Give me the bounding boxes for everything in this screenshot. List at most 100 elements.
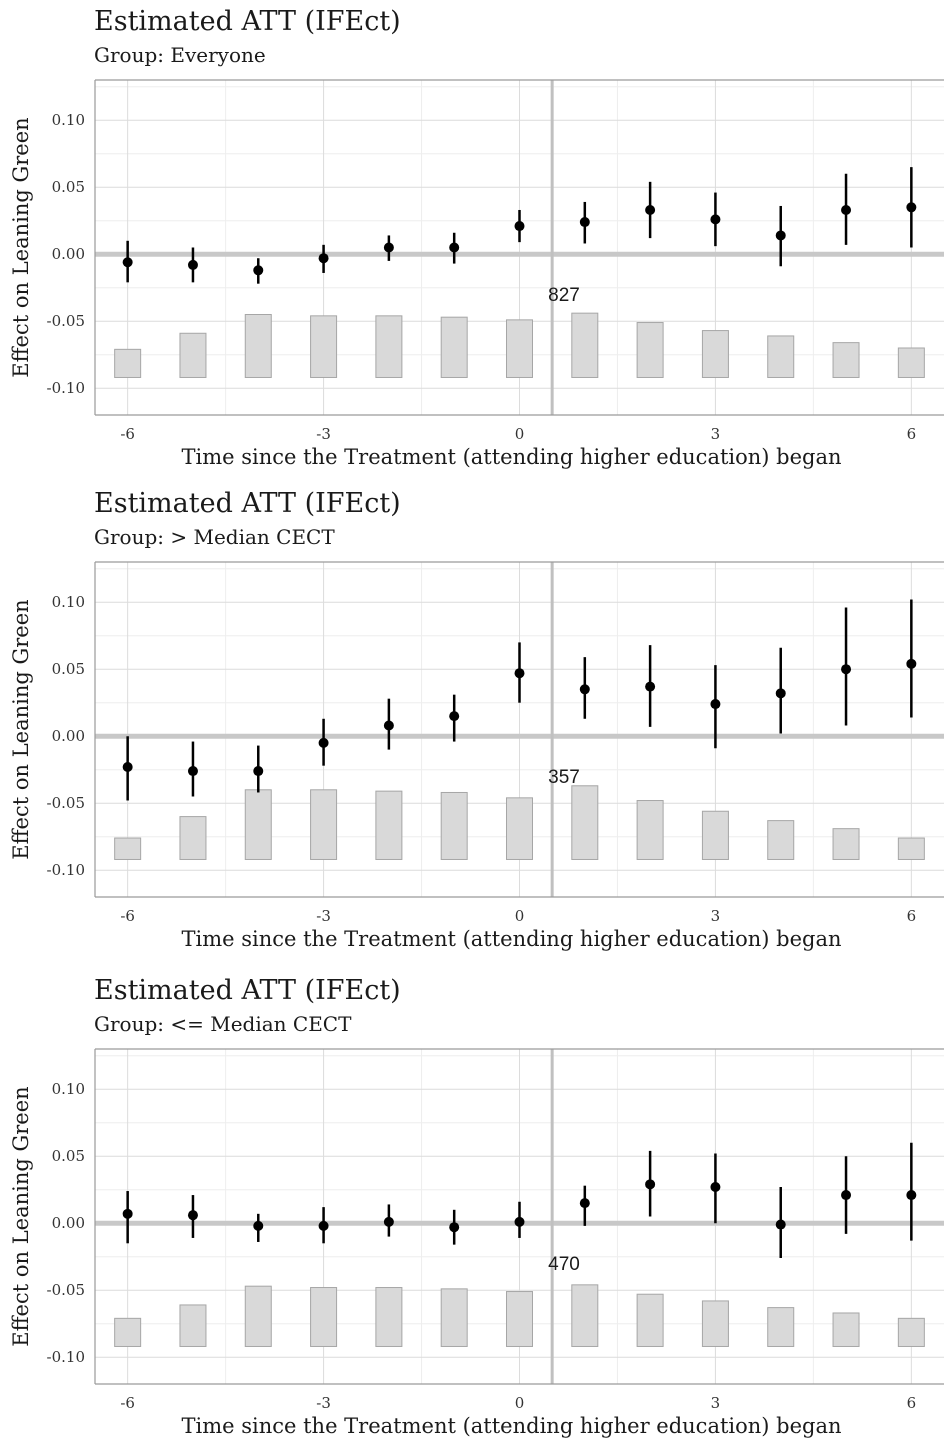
count-bar: [832, 342, 860, 378]
y-tick-label: 0.00: [52, 245, 85, 263]
point-estimate: [187, 1210, 198, 1221]
x-tick-label: 6: [907, 907, 917, 925]
count-bar: [832, 828, 860, 860]
chart-subtitle: Group: > Median CECT: [94, 525, 335, 549]
point-estimate: [645, 681, 656, 692]
point-estimate: [645, 1179, 656, 1190]
treated-count-label: 827: [548, 285, 580, 306]
treated-count-label: 470: [548, 1254, 580, 1275]
point-estimate: [710, 214, 721, 225]
count-bar: [506, 797, 533, 860]
count-bar: [767, 335, 795, 378]
count-bar: [440, 316, 468, 378]
point-estimate: [449, 242, 460, 253]
y-tick-label: -0.05: [47, 794, 85, 812]
x-tick-label: 0: [515, 1394, 525, 1412]
x-tick-label: 6: [907, 425, 917, 443]
y-tick-label: 0.00: [52, 727, 85, 745]
point-estimate: [122, 762, 133, 773]
count-bar: [701, 330, 729, 378]
point-estimate: [318, 253, 329, 264]
point-estimate: [383, 242, 394, 253]
y-tick-label: -0.10: [47, 1348, 85, 1366]
point-estimate: [775, 688, 786, 699]
point-estimate: [449, 1222, 460, 1233]
count-bar: [440, 791, 468, 860]
point-estimate: [906, 202, 917, 213]
x-tick-label: 0: [515, 907, 525, 925]
x-tick-label: -3: [316, 1394, 331, 1412]
count-bar: [179, 332, 207, 378]
treated-count-label: 357: [548, 767, 580, 788]
count-bar: [114, 837, 142, 860]
count-bar: [767, 820, 795, 860]
y-axis-label: Effect on Leaning Green: [9, 599, 33, 859]
count-bar: [767, 1307, 795, 1347]
point-estimate: [253, 265, 264, 276]
point-estimate: [906, 658, 917, 669]
count-bar: [179, 816, 207, 860]
count-bar: [701, 810, 729, 860]
chart-panel-3: Estimated ATT (IFEct) Group: <= Median CE…: [9, 975, 944, 1438]
count-bar: [114, 348, 142, 378]
point-estimate: [579, 684, 590, 695]
point-estimate: [253, 1220, 264, 1231]
point-estimate: [318, 1220, 329, 1231]
chart-panel-1: Estimated ATT (IFEct) Group: Everyone 827 0…: [9, 6, 944, 469]
point-estimate: [906, 1190, 917, 1201]
x-tick-label: 3: [711, 907, 721, 925]
point-estimate: [383, 1216, 394, 1227]
point-estimate: [318, 737, 329, 748]
count-bar: [440, 1288, 468, 1347]
point-estimate: [710, 1182, 721, 1193]
point-estimate: [514, 221, 525, 232]
y-tick-label: -0.05: [47, 1281, 85, 1299]
x-tick-label: -3: [316, 907, 331, 925]
count-bar: [897, 837, 925, 860]
count-bar: [636, 800, 664, 860]
point-estimate: [514, 1216, 525, 1227]
x-tick-label: 3: [711, 425, 721, 443]
count-bar: [179, 1304, 207, 1347]
chart-subtitle: Group: <= Median CECT: [94, 1012, 352, 1036]
chart-subtitle: Group: Everyone: [94, 43, 266, 67]
count-bar: [506, 319, 533, 378]
y-tick-label: -0.10: [47, 861, 85, 879]
count-bar: [244, 314, 272, 378]
x-tick-label: 0: [515, 425, 525, 443]
point-estimate: [514, 668, 525, 679]
point-estimate: [841, 204, 852, 215]
count-bar: [375, 1287, 403, 1347]
x-tick-label: -6: [120, 1394, 135, 1412]
x-tick-label: 3: [711, 1394, 721, 1412]
point-estimate: [841, 1190, 852, 1201]
count-bar: [375, 315, 403, 378]
point-estimate: [645, 204, 656, 215]
point-estimate: [775, 1219, 786, 1230]
y-tick-label: 0.05: [52, 178, 85, 196]
count-bar: [114, 1317, 142, 1347]
point-estimate: [710, 699, 721, 710]
point-estimate: [841, 664, 852, 675]
point-estimate: [122, 1208, 133, 1219]
count-bar: [310, 315, 338, 378]
count-bar: [244, 789, 272, 860]
count-bar: [832, 1312, 860, 1347]
x-axis-label: Time since the Treatment (attending high…: [181, 927, 841, 951]
point-estimate: [253, 766, 264, 777]
x-axis-label: Time since the Treatment (attending high…: [181, 1414, 841, 1438]
count-bar: [375, 790, 403, 860]
y-axis-label: Effect on Leaning Green: [9, 1086, 33, 1346]
count-bar: [636, 1293, 664, 1347]
count-bar: [244, 1285, 272, 1347]
point-estimate: [449, 711, 460, 722]
chart-title: Estimated ATT (IFEct): [94, 6, 401, 37]
chart-title: Estimated ATT (IFEct): [94, 488, 401, 519]
chart-title: Estimated ATT (IFEct): [94, 975, 401, 1006]
count-bar: [571, 785, 599, 860]
count-bar: [897, 1317, 925, 1347]
point-estimate: [775, 230, 786, 241]
y-tick-label: 0.10: [52, 1080, 85, 1098]
point-estimate: [579, 1198, 590, 1209]
